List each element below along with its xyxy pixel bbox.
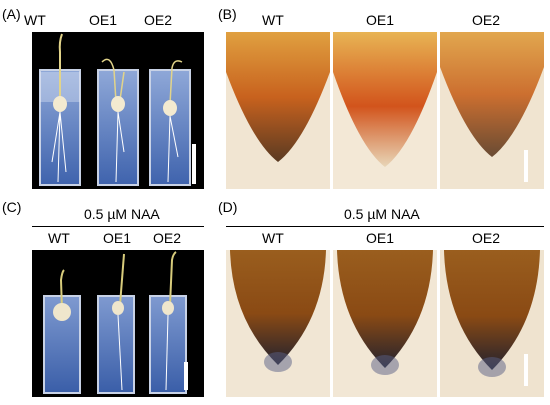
panel-c-scale-bar — [184, 362, 188, 390]
panel-b-label-oe2: OE2 — [472, 12, 501, 28]
panel-c-label-oe1: OE1 — [103, 230, 132, 246]
panel-b-root-tips-image — [226, 32, 544, 189]
panel-d-root-tips-image — [226, 250, 544, 397]
panel-a-letter: (A) — [2, 6, 21, 22]
panel-d-letter: (D) — [218, 199, 238, 215]
panel-c-photo — [32, 250, 204, 397]
panel-c-treatment: 0.5 µM NAA — [84, 206, 160, 222]
panel-a-label-oe2: OE2 — [144, 12, 173, 28]
panel-d-treatment-rule — [226, 226, 544, 227]
panel-d-scale-bar — [524, 354, 528, 386]
panel-c-seedlings-image — [43, 251, 188, 394]
panel-a-label-wt: WT — [24, 12, 46, 28]
panel-a-seedlings-image — [39, 33, 196, 186]
panel-b-label-oe1: OE1 — [366, 12, 395, 28]
panel-a-label-oe1: OE1 — [89, 12, 118, 28]
panel-a-photo — [32, 32, 204, 189]
panel-b-photo — [226, 32, 544, 189]
panel-c-label-wt: WT — [48, 230, 70, 246]
panel-c-label-oe2: OE2 — [153, 230, 182, 246]
panel-b-label-wt: WT — [262, 12, 284, 28]
panel-a-scale-bar — [192, 144, 196, 184]
panel-d-label-oe2: OE2 — [472, 230, 501, 246]
panel-d-label-wt: WT — [262, 230, 284, 246]
panel-c-letter: (C) — [2, 199, 22, 215]
panel-d-treatment: 0.5 µM NAA — [344, 206, 420, 222]
panel-c-treatment-rule — [32, 226, 204, 227]
panel-b-scale-bar — [524, 150, 528, 182]
panel-d-photo — [226, 250, 544, 397]
panel-d-label-oe1: OE1 — [366, 230, 395, 246]
panel-b-letter: (B) — [218, 6, 237, 22]
